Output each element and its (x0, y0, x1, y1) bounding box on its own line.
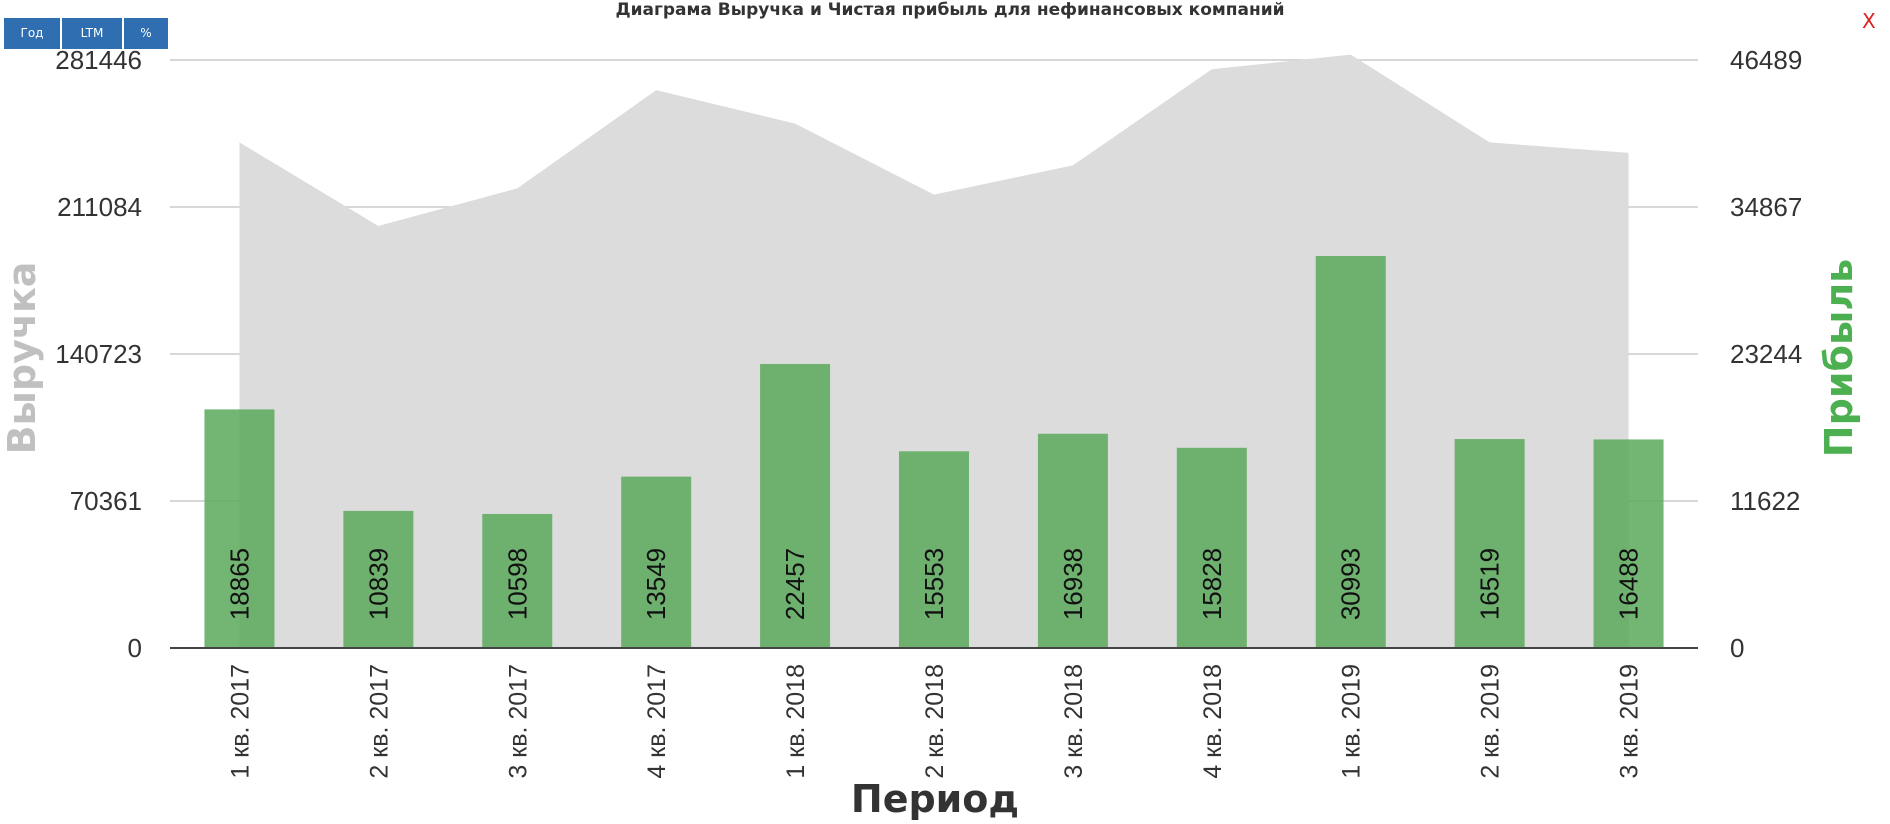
close-button[interactable]: X (1862, 9, 1876, 33)
y-left-tick-label: 140723 (55, 339, 142, 369)
profit-bar (899, 451, 969, 648)
x-category-label: 1 кв. 2018 (782, 664, 810, 779)
profit-data-label: 30993 (1336, 548, 1366, 620)
x-axis-title: Период (851, 777, 1019, 821)
x-category-label: 3 кв. 2018 (1060, 664, 1088, 779)
year-button[interactable]: Год (4, 18, 60, 49)
y-right-tick-label: 23244 (1730, 339, 1802, 369)
profit-bar (482, 513, 553, 648)
y-axis-left-title: Выручка (0, 262, 44, 455)
ltm-button[interactable]: LTM (62, 18, 122, 49)
profit-bar (1593, 439, 1664, 648)
profit-bar-layer: 18865 10839 10598 13549 22457 15553 16938 15828… (204, 255, 1664, 648)
percent-button[interactable]: % (124, 18, 168, 49)
y-right-tick-label: 46489 (1730, 45, 1802, 75)
profit-bar (1315, 255, 1386, 648)
profit-data-label: 22457 (780, 548, 810, 620)
profit-bar (1454, 439, 1525, 648)
y-left-tick-label: 70361 (70, 486, 142, 516)
x-category-label: 3 кв. 2017 (504, 664, 532, 779)
profit-data-label: 15553 (919, 548, 949, 620)
profit-bar (1037, 433, 1108, 648)
period-toolbar: Год LTM % (4, 18, 168, 49)
x-category-label: 1 кв. 2017 (226, 664, 254, 779)
x-category-label: 2 кв. 2018 (921, 664, 949, 779)
x-category-label: 2 кв. 2017 (365, 664, 393, 779)
x-category-label: 4 кв. 2017 (643, 664, 671, 779)
profit-bar (343, 510, 414, 648)
profit-data-label: 16519 (1475, 548, 1505, 620)
y-left-tick-label: 211084 (57, 192, 142, 222)
axes-layer: 0 70361 140723 211084 281446 0 11622 23244 34867… (55, 45, 1802, 779)
profit-data-label: 10839 (363, 548, 393, 620)
revenue-area-layer (239, 54, 1629, 648)
profit-data-label: 16938 (1058, 548, 1088, 620)
profit-bar (204, 409, 275, 648)
chart-title: Диаграма Выручка и Чистая прибыль для не… (615, 0, 1284, 20)
y-left-tick-label: 281446 (55, 45, 142, 75)
profit-data-label: 10598 (502, 548, 532, 620)
profit-bar (621, 476, 692, 648)
revenue-area (239, 54, 1629, 648)
x-category-label: 3 кв. 2019 (1616, 664, 1644, 779)
y-right-tick-label: 11622 (1730, 486, 1800, 516)
profit-bar (760, 363, 831, 648)
profit-bar (1176, 447, 1247, 648)
x-category-label: 1 кв. 2019 (1338, 664, 1366, 779)
y-left-tick-label: 0 (128, 633, 142, 663)
y-axis-right-title: Прибыль (1817, 259, 1861, 457)
x-category-label: 2 кв. 2019 (1477, 664, 1505, 779)
y-right-tick-label: 34867 (1730, 192, 1802, 222)
profit-data-label: 16488 (1614, 548, 1644, 620)
x-category-label: 4 кв. 2018 (1199, 664, 1227, 779)
y-right-tick-label: 0 (1730, 633, 1744, 663)
profit-data-label: 18865 (224, 548, 254, 620)
profit-data-label: 13549 (641, 548, 671, 620)
profit-data-label: 15828 (1197, 548, 1227, 620)
